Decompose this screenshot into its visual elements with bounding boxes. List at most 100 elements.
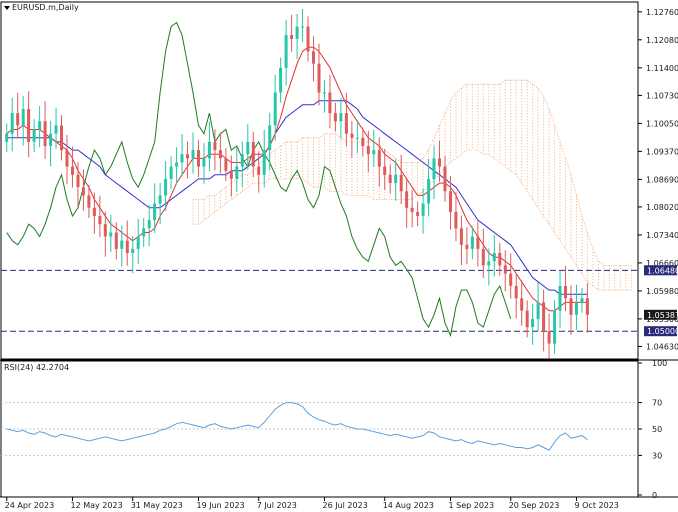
candle-body	[312, 51, 315, 64]
time-tick-label: 12 May 2023	[71, 501, 123, 510]
candle-body	[388, 174, 392, 183]
time-tick-label: 26 Jul 2023	[323, 501, 368, 510]
price-tick-label: 1.10730	[646, 91, 678, 100]
price-tick-label: 1.05980	[646, 287, 678, 296]
candle-body	[186, 154, 189, 159]
candle-body	[290, 34, 294, 39]
menu-arrow-icon[interactable]	[4, 6, 10, 10]
candle-body	[284, 34, 288, 68]
price-tick-label: 1.04630	[646, 343, 678, 352]
candle-body	[553, 310, 557, 344]
kijun-sen-path	[6, 100, 588, 295]
candle-body	[87, 195, 91, 208]
candle-body	[421, 203, 425, 216]
level-label-text: 1.06480	[647, 266, 678, 275]
chikou-span-path	[6, 21, 512, 338]
candle-body	[262, 150, 266, 175]
candle-body	[213, 141, 217, 151]
candle-body	[344, 113, 348, 134]
candle-body	[295, 26, 299, 39]
candle-body	[235, 166, 239, 179]
candle-body	[328, 92, 332, 114]
price-tick-label: 1.10050	[646, 119, 678, 128]
candle-body	[32, 129, 36, 142]
candle-body	[531, 318, 535, 328]
candle-body	[49, 133, 53, 146]
rsi-line	[6, 402, 588, 451]
candle-body	[383, 166, 387, 175]
candle-body	[76, 174, 80, 188]
candle-body	[81, 187, 85, 196]
rsi-title: RSI(24) 42.2704	[4, 363, 69, 372]
symbol-title: EURUSD.m,Daily	[12, 3, 79, 12]
time-tick-label: 7 Jul 2023	[257, 501, 297, 510]
level-label-box	[644, 265, 677, 276]
time-tick-label: 24 Apr 2023	[5, 501, 54, 510]
candle-body	[509, 273, 513, 286]
price-tick-label: 1.08690	[646, 175, 678, 184]
candle-body	[38, 121, 42, 130]
candle-body	[575, 302, 578, 315]
time-tick-label: 14 Aug 2023	[383, 501, 434, 510]
candle-body	[580, 298, 584, 303]
candle-body	[21, 109, 25, 126]
candle-body	[191, 150, 195, 159]
level-label-text: 1.05000	[647, 327, 678, 336]
triangle-down-icon[interactable]	[4, 6, 10, 10]
candle-body	[366, 146, 370, 155]
candle-body	[416, 211, 420, 216]
candle-body	[410, 207, 414, 212]
time-tick-label: 20 Sep 2023	[509, 501, 560, 510]
candle-body	[350, 133, 354, 138]
candle-body	[465, 244, 469, 249]
candle-body	[317, 63, 321, 93]
candle-body	[251, 141, 255, 167]
candle-body	[333, 113, 337, 122]
candle-body	[164, 178, 168, 196]
candle-body	[147, 220, 151, 229]
candle-body	[109, 232, 113, 237]
candle-body	[585, 298, 589, 315]
candle-body	[377, 150, 381, 167]
current-price-label: 1.05387	[647, 311, 678, 320]
candle-body	[476, 236, 480, 249]
price-axis: 1.12760 1.12080 1.11400 1.10730 1.10050 1.093…	[638, 8, 678, 500]
price-tick-label: 1.06660	[646, 259, 678, 268]
candle-body	[306, 26, 310, 52]
candle-body	[525, 310, 529, 328]
candle-body	[273, 92, 277, 126]
candle-body	[120, 240, 124, 249]
price-panel-frame	[0, 1, 639, 360]
candle-body	[65, 150, 69, 167]
candle-body	[438, 158, 441, 167]
candle-body	[229, 170, 233, 179]
candle-body	[399, 174, 403, 192]
candle-body	[355, 137, 359, 139]
candle-body	[372, 150, 376, 155]
chikou-span-line	[6, 21, 512, 338]
candle-body	[427, 178, 431, 204]
candle-body	[432, 158, 436, 179]
candle-body	[92, 207, 96, 216]
candle-body	[103, 224, 107, 237]
level-label-box	[644, 326, 677, 337]
candle-body	[240, 154, 244, 167]
candle-body	[279, 67, 283, 93]
candle-body	[514, 286, 518, 299]
candle-body	[136, 236, 140, 249]
rsi-tick-label: 30	[652, 451, 662, 460]
time-axis: 24 Apr 2023 12 May 2023 31 May 2023 19 Jun …	[5, 497, 619, 510]
candle-body	[142, 228, 146, 237]
rsi-panel	[1, 402, 638, 456]
rsi-tick-label: 70	[652, 399, 662, 408]
candle-body	[569, 298, 573, 315]
candle-body	[542, 302, 546, 332]
candle-body	[394, 174, 398, 183]
candle-body	[16, 113, 20, 126]
tenkan-sen-line	[6, 46, 588, 312]
candle-body	[301, 26, 305, 28]
candle-body	[547, 331, 551, 344]
price-tick-label: 1.08020	[646, 203, 678, 212]
time-tick-label: 19 Jun 2023	[197, 501, 245, 510]
